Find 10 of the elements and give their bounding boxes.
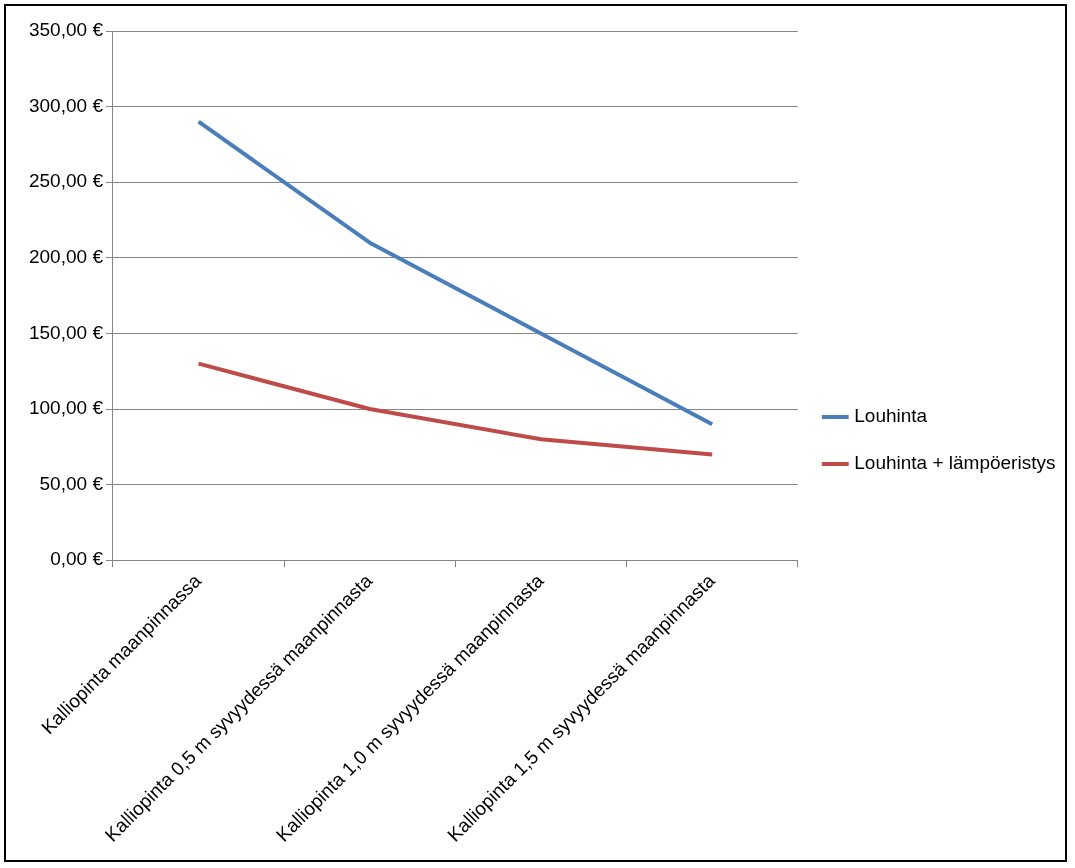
legend-label: Louhinta [854, 405, 928, 427]
y-tick-label: 100,00 € [28, 397, 104, 419]
y-tick-label: 150,00 € [28, 321, 104, 343]
legend-label: Louhinta + lämpöeristys [854, 452, 1056, 474]
y-tick-label: 200,00 € [28, 246, 104, 268]
y-tick-label: 350,00 € [28, 19, 104, 41]
y-tick-label: 250,00 € [28, 170, 104, 192]
y-tick-label: 0,00 € [50, 548, 104, 570]
y-tick-label: 50,00 € [39, 472, 104, 494]
y-tick-label: 300,00 € [28, 94, 104, 116]
